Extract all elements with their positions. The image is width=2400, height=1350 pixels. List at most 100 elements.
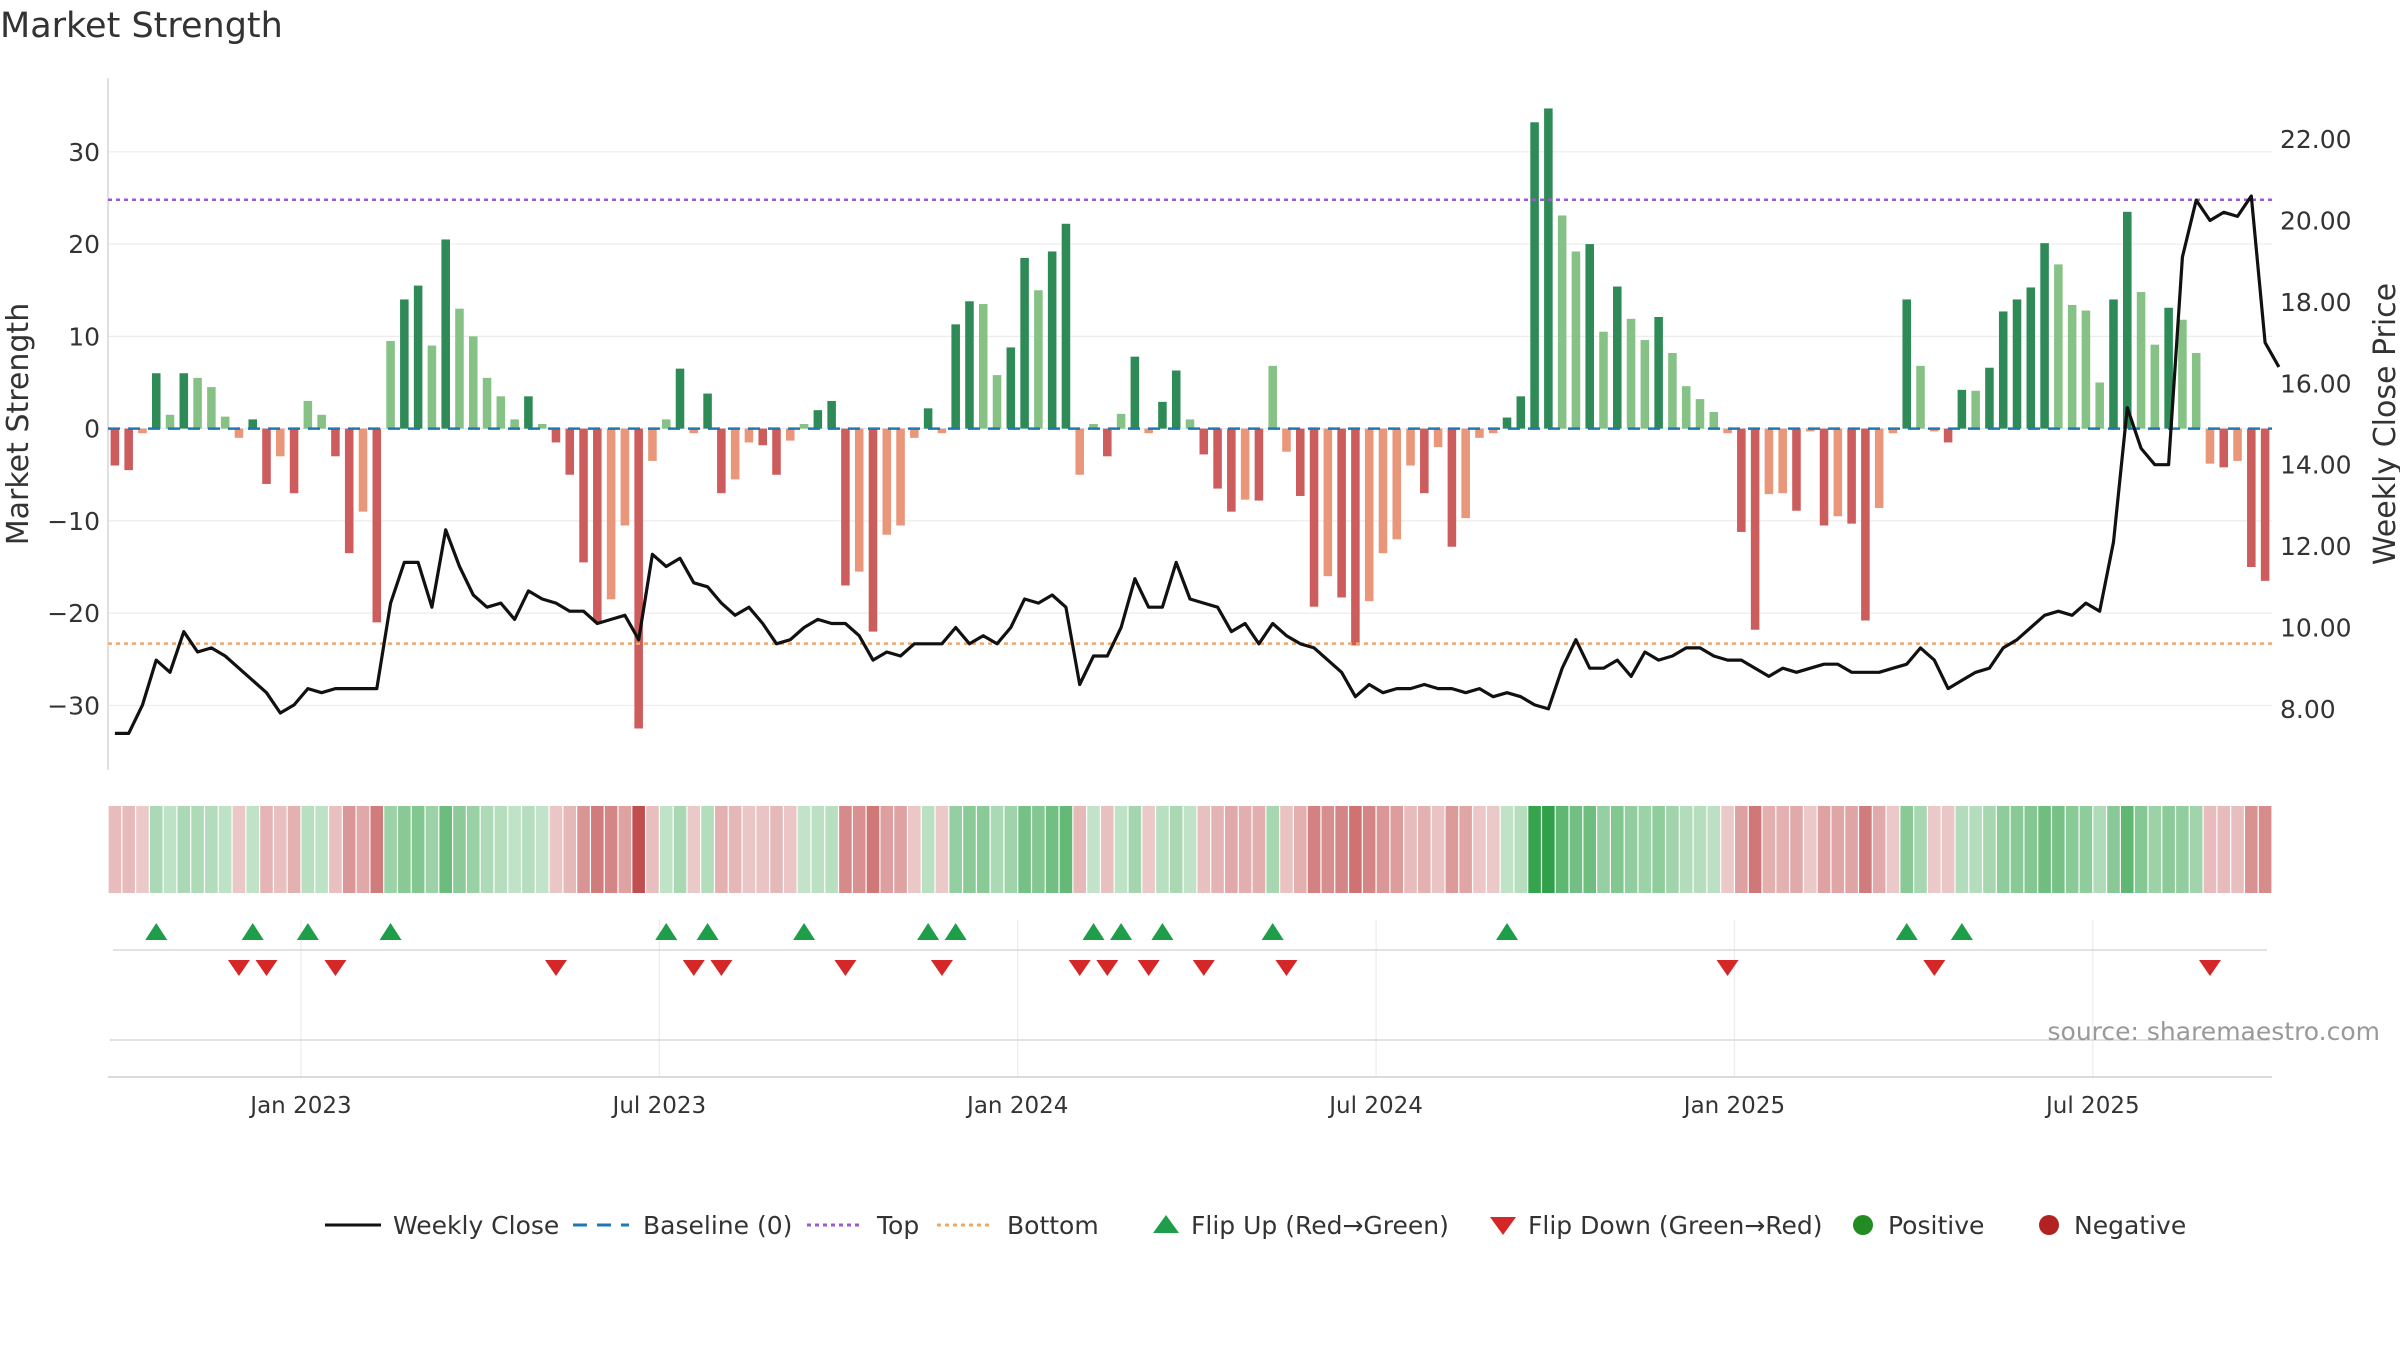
y-right-tick-label: 18.00	[2280, 288, 2352, 317]
strength-bar	[689, 428, 699, 434]
strength-bar	[923, 408, 933, 429]
flip-down-marker	[1096, 960, 1119, 976]
strength-bar	[1309, 428, 1319, 607]
heat-strip-cell	[2052, 806, 2065, 893]
flip-down-marker	[1192, 960, 1215, 976]
heat-strip-cell	[1845, 806, 1858, 893]
heat-strip-cell	[852, 806, 866, 893]
strength-bar	[1337, 428, 1346, 598]
strength-bar	[455, 308, 464, 429]
heat-strip-cell	[1018, 806, 1031, 893]
heat-strip-cell	[370, 806, 384, 893]
y-right-tick-label: 10.00	[2280, 614, 2352, 643]
strength-bar	[2233, 428, 2242, 461]
heat-strip-cell	[2107, 806, 2120, 893]
heat-strip-cell	[535, 806, 549, 893]
strength-bar	[248, 419, 257, 429]
heat-strip-cell	[1390, 806, 1404, 893]
strength-bar	[1116, 413, 1126, 429]
strength-bar	[1075, 428, 1085, 475]
strength-bar	[1475, 428, 1484, 438]
heat-strip-cell	[494, 806, 508, 893]
strength-bar	[110, 428, 120, 466]
heat-strip-cell	[1748, 806, 1762, 893]
heat-strip-cell	[563, 806, 577, 893]
strength-bar	[1020, 257, 1029, 429]
heat-strip-cell	[976, 806, 990, 893]
heat-strip-cell	[218, 806, 232, 893]
heat-strip-cell	[811, 806, 825, 893]
strength-bar	[1351, 428, 1360, 646]
strength-bar	[482, 377, 492, 429]
strength-bar	[2040, 243, 2049, 429]
heat-strip-cell	[1252, 806, 1266, 893]
heat-strip-cell	[2024, 806, 2038, 893]
y-right-axis-title: Weekly Close Price	[2368, 283, 2400, 565]
flip-up-marker	[241, 923, 264, 940]
legend-label: Flip Up (Red→Green)	[1191, 1211, 1449, 1240]
strength-bar	[276, 428, 285, 457]
heat-strip-cell	[1280, 806, 1293, 893]
heat-strip-cell	[1542, 806, 1555, 893]
heat-strip-cell	[659, 806, 673, 893]
heat-strip-cell	[990, 806, 1004, 893]
legend: Weekly Close Baseline (0) Top Bottom Flip Up…	[325, 1211, 2186, 1240]
heat-strip-cell	[2148, 806, 2162, 893]
legend-triangle-down-icon	[1490, 1217, 1516, 1235]
heat-strip-cell	[149, 806, 163, 893]
heat-strip-cell	[287, 806, 301, 893]
strength-bar	[220, 416, 230, 429]
heat-strip-cell	[274, 806, 287, 893]
heat-strip-cell	[1569, 806, 1583, 893]
strength-bar	[1916, 365, 1925, 429]
heat-strip-cell	[1238, 806, 1252, 893]
heat-strip-cell	[1693, 806, 1707, 893]
strength-bar	[813, 410, 823, 429]
x-tick-label: Jul 2025	[2044, 1093, 2140, 1119]
heat-strip-cell	[839, 806, 852, 893]
heat-strip-cell	[797, 806, 811, 893]
heat-strip-cell	[260, 806, 273, 893]
strength-bar	[138, 428, 147, 434]
flip-down-marker	[1137, 960, 1160, 976]
strength-bar	[2219, 428, 2229, 468]
strength-bar	[1874, 428, 1884, 508]
strength-bar	[1847, 428, 1856, 524]
strength-bar	[2150, 344, 2160, 429]
heat-strip-cell	[1969, 806, 1982, 893]
heat-strip-cell	[2189, 806, 2203, 893]
heat-strip-cell	[2093, 806, 2106, 893]
heat-strip-cell	[1459, 806, 1472, 893]
strength-bar	[1171, 370, 1181, 429]
strength-bar	[1750, 428, 1760, 630]
heat-strip-cell	[1762, 806, 1776, 893]
y-left-tick-label: 10	[68, 322, 100, 351]
legend-circle-icon	[2039, 1215, 2059, 1235]
heat-strip-cell	[1500, 806, 1514, 893]
heat-strip-cell	[1059, 806, 1073, 893]
heat-strip-cell	[136, 806, 149, 893]
heat-strip-cell	[1307, 806, 1321, 893]
strength-bar	[1144, 428, 1153, 434]
flip-down-marker	[544, 960, 567, 976]
strength-bar	[661, 419, 671, 429]
strength-bar	[1158, 401, 1167, 429]
strength-bar	[165, 414, 175, 429]
flip-down-marker	[1923, 960, 1946, 976]
heat-strip-cell	[1114, 806, 1128, 893]
strength-bar	[1902, 299, 1912, 429]
x-tick-label: Jul 2024	[1327, 1093, 1423, 1119]
strength-bar	[1985, 367, 1994, 429]
flip-up-marker	[793, 923, 816, 940]
strength-bar	[579, 428, 588, 563]
strength-bar	[2247, 428, 2256, 568]
x-tick-label: Jul 2023	[611, 1093, 707, 1119]
strength-bar	[1737, 428, 1746, 532]
strength-bar	[2260, 428, 2270, 581]
strength-bar	[1323, 428, 1333, 577]
strength-bar	[1695, 399, 1705, 429]
flip-up-marker	[1895, 923, 1918, 940]
legend-circle-icon	[1853, 1215, 1873, 1235]
strength-bar	[1364, 428, 1374, 602]
heat-strip-cell	[1941, 806, 1955, 893]
